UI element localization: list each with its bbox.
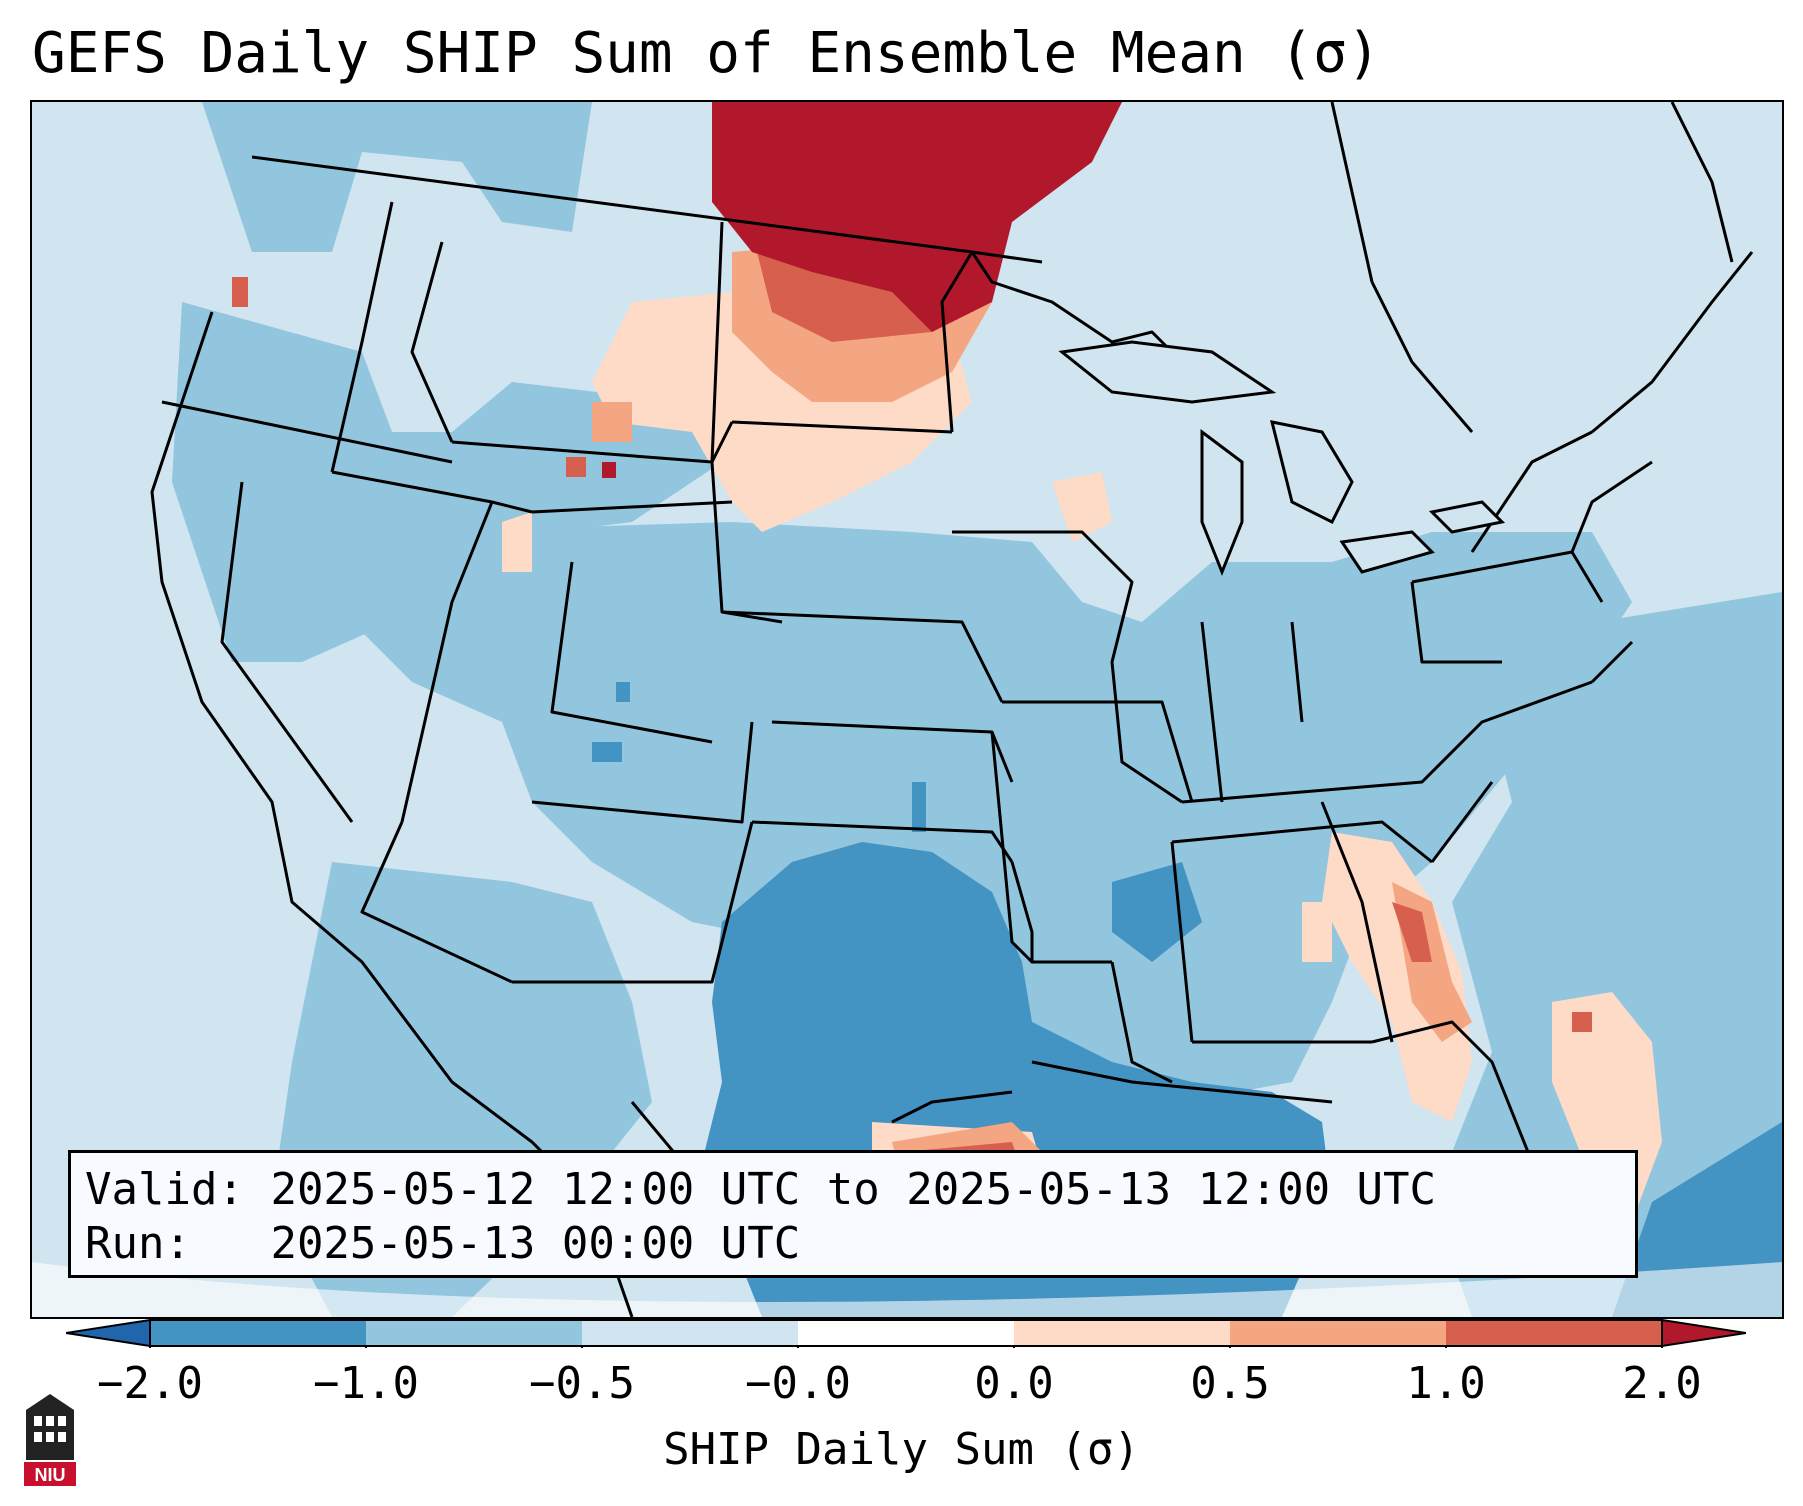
colorbar-tick-2: −0.5 [529,1358,635,1409]
colorbar-tick-1: −1.0 [313,1358,419,1409]
run-label: Run: [85,1218,191,1269]
colorbar-tick-3: −0.0 [745,1358,851,1409]
colorbar [66,1318,1746,1348]
colorbar-label: SHIP Daily Sum (σ) [663,1424,1140,1475]
colorbar-seg-0 [150,1320,366,1346]
map-panel[interactable]: Valid: 2025-05-12 12:00 UTC to 2025-05-1… [30,100,1784,1319]
colorbar-under-arrow [66,1318,151,1348]
colorbar-seg-2 [582,1320,798,1346]
svg-text:NIU: NIU [35,1465,66,1485]
niu-logo-icon: NIU [24,1394,76,1486]
colorbar-tick-0: −2.0 [97,1358,203,1409]
colorbar-seg-6 [1446,1320,1662,1346]
valid-label: Valid: [85,1164,244,1215]
colorbar-seg-4 [1014,1320,1230,1346]
info-box: Valid: 2025-05-12 12:00 UTC to 2025-05-1… [68,1150,1638,1278]
colorbar-tick-7: 2.0 [1622,1358,1702,1409]
great-lakes [1058,340,1506,577]
run-value: 2025-05-13 00:00 UTC [270,1218,801,1269]
colorbar-seg-3 [798,1320,1014,1346]
colorbar-tick-4: 0.0 [974,1358,1054,1409]
colorbar-seg-5 [1230,1320,1446,1346]
colorbar-over-arrow [1661,1318,1746,1348]
colorbar-seg-1 [366,1320,582,1346]
map-canvas [32,102,1782,1317]
colorbar-tick-5: 0.5 [1190,1358,1270,1409]
colorbar-tick-6: 1.0 [1406,1358,1486,1409]
valid-value: 2025-05-12 12:00 UTC to 2025-05-13 12:00… [270,1164,1437,1215]
domain-edge [32,1262,1782,1317]
map-title: GEFS Daily SHIP Sum of Ensemble Mean (σ) [32,21,1381,86]
